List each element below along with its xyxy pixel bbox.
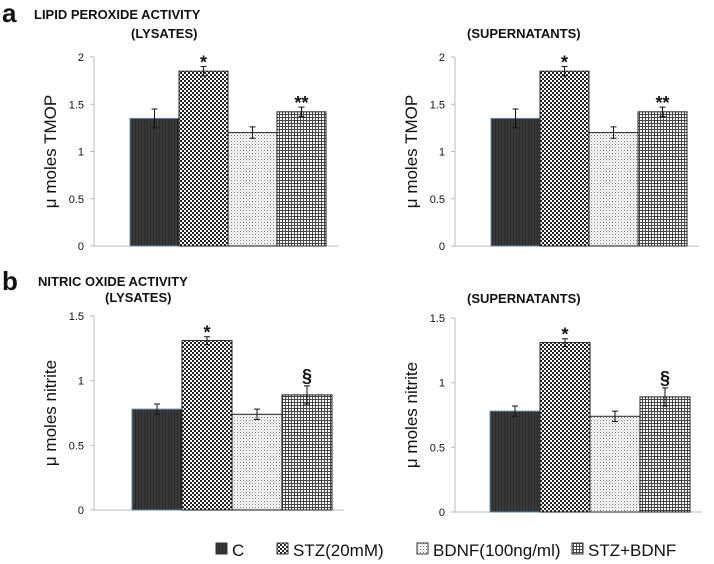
error-bar <box>662 387 668 407</box>
legend: C STZ(20mM) BDNF(100ng/ml) STZ+BDNF <box>215 541 676 560</box>
bar-bdnf-100ng-ml- <box>231 413 283 511</box>
bar-stz-bdnf <box>637 111 688 247</box>
error-bar <box>200 65 207 77</box>
significance-marker: ** <box>655 93 669 113</box>
y-tick-label: 0 <box>439 507 445 519</box>
chart-subtitle: (LYSATES) <box>105 290 171 305</box>
y-tick-label: 0 <box>439 241 445 253</box>
bar-stz-bdnf <box>281 394 333 511</box>
chart-3: (LYSATES) 0 0.5 1 1.5 μ moles nitrite * § <box>41 290 344 517</box>
legend-swatch <box>416 542 429 555</box>
error-bar <box>151 108 158 129</box>
bar-stz-20mm- <box>539 342 591 513</box>
error-bar <box>562 338 568 347</box>
chart-4: (SUPERNATANTS) 0 0.5 1 1.5 μ moles nitrite * § <box>402 291 702 519</box>
bar-stz-20mm- <box>181 340 233 511</box>
significance-marker: * <box>200 52 207 72</box>
error-bar <box>512 108 519 129</box>
significance-marker: § <box>302 366 312 386</box>
error-bar <box>512 405 518 417</box>
chart-2: (SUPERNATANTS)00.511.52μ moles TMOP*** <box>402 26 699 253</box>
bar-c <box>490 117 541 247</box>
y-tick-label: 2 <box>78 52 84 64</box>
y-tick-label: 0 <box>78 241 84 253</box>
error-bar <box>659 106 666 118</box>
bar-c <box>131 408 183 511</box>
panel-title-b: NITRIC OXIDE ACTIVITY <box>38 274 188 289</box>
legend-label: BDNF(100ng/ml) <box>433 541 561 560</box>
y-axis-label: μ moles nitrite <box>41 360 60 466</box>
bar-bdnf-100ng-ml- <box>589 415 641 513</box>
significance-marker: § <box>660 368 670 388</box>
chart-subtitle: (LYSATES) <box>131 26 197 41</box>
error-bar <box>154 403 160 415</box>
bar-stz-20mm- <box>539 70 590 247</box>
y-axis-label: μ moles TMOP <box>402 95 421 208</box>
error-bar <box>254 408 260 420</box>
significance-marker: * <box>561 52 568 72</box>
panel-label-a: a <box>2 0 17 28</box>
y-tick-label: 1 <box>78 376 84 388</box>
legend-label: STZ(20mM) <box>293 541 384 560</box>
y-tick-label: 1 <box>439 378 445 390</box>
y-tick-label: 1.5 <box>430 313 445 325</box>
y-tick-label: 1.5 <box>69 99 84 111</box>
y-tick-label: 2 <box>439 52 445 64</box>
panel-label-b: b <box>2 266 18 296</box>
y-tick-label: 0 <box>78 505 84 517</box>
legend-label: C <box>232 541 244 560</box>
y-tick-label: 0.5 <box>430 442 445 454</box>
bar-stz-bdnf <box>639 396 691 513</box>
bar-bdnf-100ng-ml- <box>588 132 639 247</box>
bar-stz-20mm- <box>178 70 229 247</box>
error-bar <box>561 65 568 77</box>
y-tick-label: 0.5 <box>69 194 84 206</box>
panel-title-a: LIPID PEROXIDE ACTIVITY <box>34 7 201 22</box>
error-bar <box>610 126 617 139</box>
error-bar <box>304 385 310 405</box>
chart-1: (LYSATES)00.511.52μ moles TMOP*** <box>41 26 338 253</box>
legend-label: STZ+BDNF <box>588 541 676 560</box>
y-tick-label: 1.5 <box>69 311 84 323</box>
y-axis-label: μ moles nitrite <box>402 362 421 468</box>
legend-swatch <box>571 542 584 555</box>
y-tick-label: 1 <box>78 147 84 159</box>
chart-subtitle: (SUPERNATANTS) <box>467 26 581 41</box>
y-tick-label: 1 <box>439 147 445 159</box>
y-tick-label: 1.5 <box>430 99 445 111</box>
error-bar <box>612 410 618 422</box>
significance-marker: ** <box>294 93 308 113</box>
bar-c <box>489 410 541 513</box>
error-bar <box>298 106 305 118</box>
bar-bdnf-100ng-ml- <box>227 132 278 247</box>
bar-c <box>129 117 180 247</box>
error-bar <box>204 336 210 345</box>
y-tick-label: 0.5 <box>430 194 445 206</box>
significance-marker: * <box>203 323 210 343</box>
significance-marker: * <box>561 325 568 345</box>
error-bar <box>249 126 256 139</box>
y-axis-label: μ moles TMOP <box>41 95 60 208</box>
legend-swatch <box>215 542 228 555</box>
y-tick-label: 0.5 <box>69 440 84 452</box>
legend-swatch <box>276 542 289 555</box>
bar-stz-bdnf <box>276 111 327 247</box>
chart-subtitle: (SUPERNATANTS) <box>467 291 581 306</box>
